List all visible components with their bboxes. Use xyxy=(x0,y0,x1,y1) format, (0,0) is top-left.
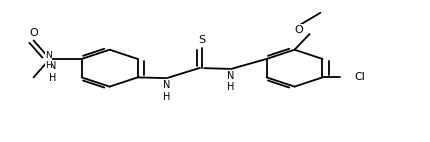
Text: S: S xyxy=(199,35,206,45)
Text: N
H: N H xyxy=(227,71,235,92)
Text: N
H: N H xyxy=(163,80,170,102)
Text: N
H: N H xyxy=(49,61,57,83)
Text: Cl: Cl xyxy=(355,72,366,82)
Text: O: O xyxy=(295,25,303,35)
Text: N
H: N H xyxy=(45,51,52,70)
Text: O: O xyxy=(29,28,38,38)
